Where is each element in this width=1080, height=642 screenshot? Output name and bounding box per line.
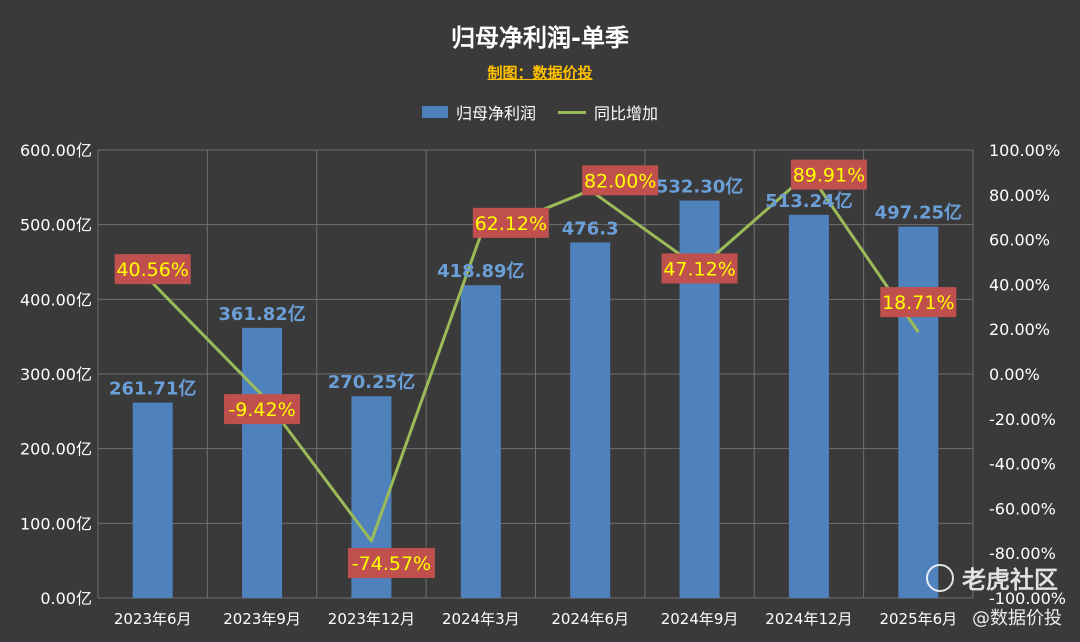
y-right-tick-label: -40.00% [989,455,1056,474]
x-tick-label: 2023年12月 [328,610,415,628]
line-label-box [790,159,867,190]
line-label-box [347,548,435,579]
line-value-label: -9.42% [228,399,295,421]
bar-value-label: 532.30亿 [656,176,743,198]
bar [570,242,611,598]
y-right-tick-label: 0.00% [989,365,1040,384]
y-left-tick-label: 600.00亿 [20,141,92,160]
line-value-label: 62.12% [475,213,547,235]
y-left-tick-label: 200.00亿 [20,440,92,459]
line-value-label: 40.56% [116,259,188,281]
y-left-tick-label: 300.00亿 [20,365,92,384]
line-value-label: 82.00% [584,170,656,192]
legend-item-bar: 归母净利润 [421,100,536,124]
y-right-tick-label: -80.00% [989,544,1056,563]
chart-subtitle: 制图：数据价投 [487,64,593,82]
chart-legend: 归母净利润 同比增加 [0,100,1080,124]
y-left-tick-label: 100.00亿 [20,514,92,533]
bar-value-label: 261.71亿 [109,378,196,400]
line-label-box [880,287,957,318]
bar-value-label: 476.3 [562,218,619,239]
y-right-tick-label: 80.00% [989,186,1050,205]
x-tick-label: 2024年6月 [551,610,629,628]
y-right-tick-label: 60.00% [989,231,1050,250]
x-tick-label: 2025年6月 [879,610,957,628]
legend-label-bar: 归母净利润 [455,104,536,123]
chart-title: 归母净利润-单季 [451,24,629,52]
bar [242,327,283,598]
legend-line-swatch [558,110,586,114]
line-label-box [582,165,659,196]
bar [132,402,173,598]
line-value-label: 18.71% [882,292,954,314]
bar-value-label: 513.24亿 [765,190,852,212]
watermark-handle: @数据价投 [972,608,1062,629]
tiger-logo-icon [926,563,954,592]
bar-value-label: 418.89亿 [437,260,524,282]
y-right-tick-label: -20.00% [989,410,1056,429]
x-tick-label: 2024年12月 [765,610,852,628]
y-right-tick-label: 20.00% [989,320,1050,339]
watermark-brand-text: 老虎社区 [962,566,1058,594]
y-right-tick-label: 40.00% [989,275,1050,294]
bar-value-label: 361.82亿 [218,303,305,325]
bar-value-label: 270.25亿 [328,371,415,393]
bar [898,226,939,598]
x-tick-label: 2023年6月 [114,610,192,628]
y-left-tick-label: 500.00亿 [20,216,92,235]
bar [460,285,501,598]
y-left-tick-label: 400.00亿 [20,290,92,309]
line-value-label: 89.91% [793,165,865,187]
bar-value-label: 497.25亿 [875,202,962,224]
line-label-box [114,254,191,285]
line-value-label: 47.12% [663,258,735,280]
legend-label-line: 同比增加 [594,104,659,123]
x-tick-label: 2023年9月 [223,610,301,628]
line-label-box [661,253,738,284]
watermark-brand: 老虎社区 [926,560,1058,595]
bar [788,214,829,598]
y-right-tick-label: -60.00% [989,499,1056,518]
line-value-label: -74.57% [352,553,431,575]
x-tick-label: 2024年9月 [661,610,739,628]
y-right-tick-label: -100.00% [989,589,1066,608]
legend-item-line: 同比增加 [558,100,658,124]
line-label-box [472,207,549,238]
y-left-tick-label: 0.00亿 [40,589,92,608]
line-label-box [224,394,301,425]
legend-bar-swatch [421,106,448,118]
x-tick-label: 2024年3月 [442,610,520,628]
y-right-tick-label: 100.00% [989,141,1060,160]
